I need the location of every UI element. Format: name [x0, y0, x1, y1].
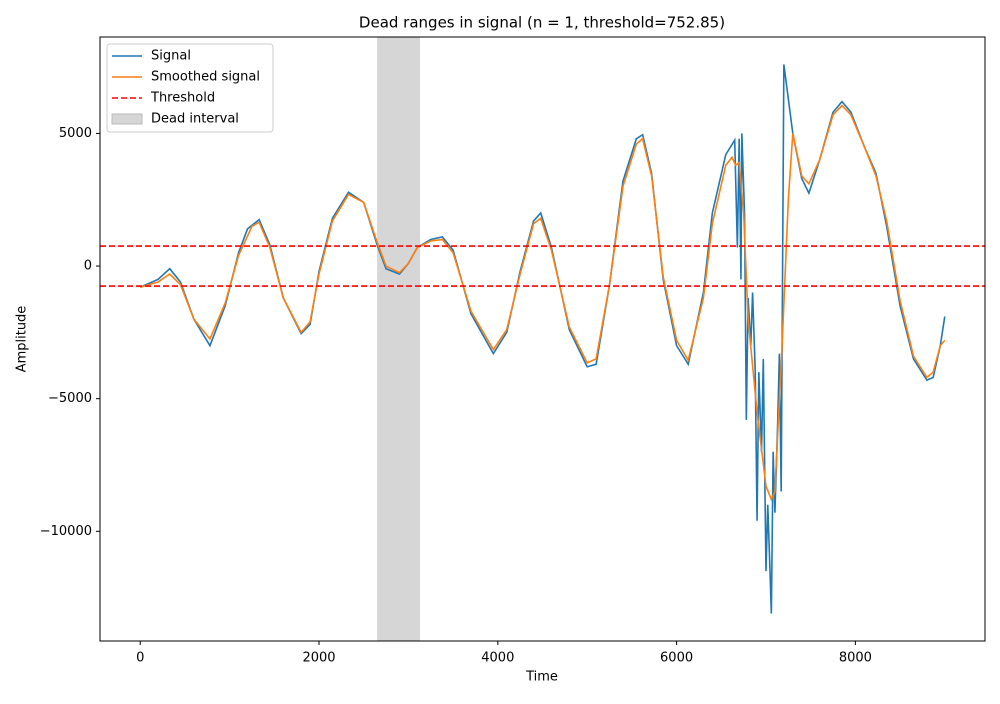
legend-label: Signal — [151, 49, 191, 64]
y-tick-label: −10000 — [40, 524, 92, 539]
legend-box — [106, 43, 274, 133]
legend-swatch — [111, 113, 143, 125]
y-axis-label: Amplitude — [15, 306, 30, 373]
y-tick-label: 5000 — [59, 126, 92, 141]
x-tick-label: 2000 — [302, 651, 335, 666]
x-tick-label: 4000 — [481, 651, 514, 666]
x-tick-label: 8000 — [839, 651, 872, 666]
legend-label: Dead interval — [151, 112, 239, 127]
y-tick-label: −5000 — [48, 391, 92, 406]
chart-title: Dead ranges in signal (n = 1, threshold=… — [359, 14, 725, 32]
series-line — [140, 104, 946, 502]
plot-frame — [99, 36, 986, 642]
x-axis-label: Time — [525, 670, 558, 685]
dead-interval — [377, 37, 421, 641]
legend-label: Threshold — [150, 91, 215, 106]
y-tick-label: 0 — [84, 259, 92, 274]
legend-label: Smoothed signal — [151, 70, 260, 85]
x-tick-label: 0 — [136, 651, 144, 666]
plot — [100, 37, 985, 641]
x-tick-label: 6000 — [660, 651, 693, 666]
